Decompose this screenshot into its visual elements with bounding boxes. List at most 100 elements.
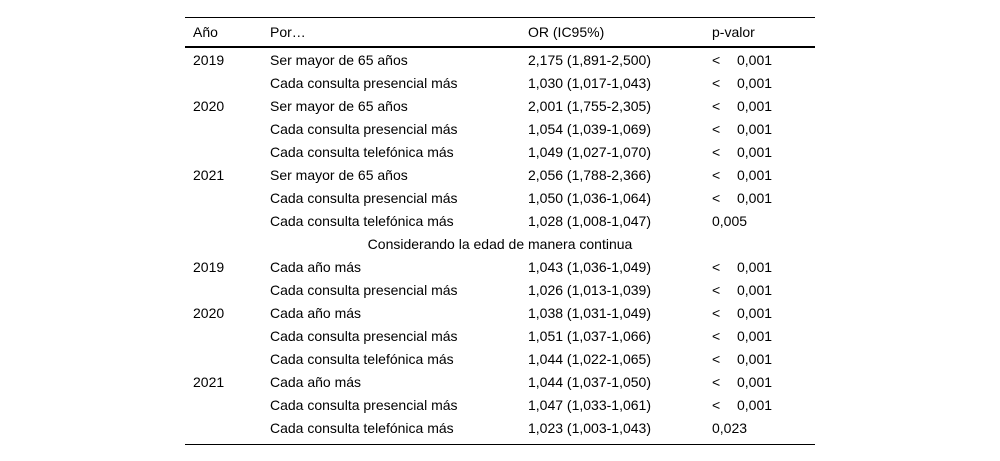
cell-year: 2020 bbox=[193, 304, 225, 321]
header-year: Año bbox=[193, 24, 218, 40]
cell-or-ci: 2,001 (1,755-2,305) bbox=[528, 97, 651, 114]
cell-predictor: Cada consulta telefónica más bbox=[270, 212, 454, 229]
cell-p-value: 0,005 bbox=[712, 213, 815, 229]
cell-predictor: Ser mayor de 65 años bbox=[270, 51, 408, 68]
cell-p-value: <0,001 bbox=[712, 98, 815, 114]
p-value: 0,001 bbox=[737, 373, 773, 390]
table-row: 2021 Cada año más 1,044 (1,037-1,050) <0… bbox=[185, 370, 815, 393]
table-row: Cada consulta presencial más 1,051 (1,03… bbox=[185, 324, 815, 347]
cell-predictor: Cada consulta telefónica más bbox=[270, 419, 454, 436]
or-regression-table: Año Por… OR (IC95%) p-valor 2019 Ser may… bbox=[185, 17, 815, 445]
cell-predictor: Cada consulta telefónica más bbox=[270, 350, 454, 367]
p-sign: < bbox=[712, 97, 721, 114]
cell-year: 2019 bbox=[193, 51, 225, 68]
cell-or-ci: 1,028 (1,008-1,047) bbox=[528, 212, 651, 229]
table-row: Cada consulta telefónica más 1,049 (1,02… bbox=[185, 140, 815, 163]
table-row: Cada consulta telefónica más 1,028 (1,00… bbox=[185, 209, 815, 232]
p-value: 0,001 bbox=[737, 189, 773, 206]
cell-predictor: Cada consulta presencial más bbox=[270, 189, 458, 206]
cell-or-ci: 1,044 (1,022-1,065) bbox=[528, 350, 651, 367]
cell-predictor: Ser mayor de 65 años bbox=[270, 166, 408, 183]
table-row: 2020 Ser mayor de 65 años 2,001 (1,755-2… bbox=[185, 94, 815, 117]
table-row: 2021 Ser mayor de 65 años 2,056 (1,788-2… bbox=[185, 163, 815, 186]
cell-predictor: Cada año más bbox=[270, 304, 362, 321]
cell-predictor: Ser mayor de 65 años bbox=[270, 97, 408, 114]
cell-year: 2020 bbox=[193, 97, 225, 114]
cell-p-value: <0,001 bbox=[712, 328, 815, 344]
cell-predictor: Cada consulta presencial más bbox=[270, 396, 458, 413]
cell-or-ci: 1,030 (1,017-1,043) bbox=[528, 74, 651, 91]
p-sign: < bbox=[712, 350, 721, 367]
cell-or-ci: 1,044 (1,037-1,050) bbox=[528, 373, 651, 390]
cell-or-ci: 2,056 (1,788-2,366) bbox=[528, 166, 651, 183]
p-value: 0,001 bbox=[737, 281, 773, 298]
table-row: Cada consulta presencial más 1,030 (1,01… bbox=[185, 71, 815, 94]
p-value: 0,001 bbox=[737, 258, 773, 275]
cell-or-ci: 1,054 (1,039-1,069) bbox=[528, 120, 651, 137]
cell-p-value: <0,001 bbox=[712, 190, 815, 206]
table-row: 2019 Ser mayor de 65 años 2,175 (1,891-2… bbox=[185, 48, 815, 71]
p-sign: < bbox=[712, 327, 721, 344]
table-row: Cada consulta telefónica más 1,044 (1,02… bbox=[185, 347, 815, 370]
header-predictor: Por… bbox=[270, 24, 306, 40]
p-sign: < bbox=[712, 120, 721, 137]
cell-or-ci: 1,038 (1,031-1,049) bbox=[528, 304, 651, 321]
cell-p-value: <0,001 bbox=[712, 75, 815, 91]
cell-or-ci: 2,175 (1,891-2,500) bbox=[528, 51, 651, 68]
cell-year: 2021 bbox=[193, 373, 225, 390]
table-row: Cada consulta presencial más 1,050 (1,03… bbox=[185, 186, 815, 209]
cell-or-ci: 1,051 (1,037-1,066) bbox=[528, 327, 651, 344]
cell-predictor: Cada consulta presencial más bbox=[270, 74, 458, 91]
p-sign: < bbox=[712, 74, 721, 91]
cell-or-ci: 1,050 (1,036-1,064) bbox=[528, 189, 651, 206]
cell-p-value: <0,001 bbox=[712, 282, 815, 298]
cell-p-value: 0,023 bbox=[712, 420, 815, 436]
cell-predictor: Cada año más bbox=[270, 373, 362, 390]
cell-p-value: <0,001 bbox=[712, 52, 815, 68]
p-value: 0,001 bbox=[737, 166, 773, 183]
table-row: 2020 Cada año más 1,038 (1,031-1,049) <0… bbox=[185, 301, 815, 324]
p-value: 0,005 bbox=[712, 212, 748, 229]
p-sign: < bbox=[712, 51, 721, 68]
table-row: Cada consulta telefónica más 1,023 (1,00… bbox=[185, 416, 815, 439]
cell-year: 2019 bbox=[193, 258, 225, 275]
cell-or-ci: 1,047 (1,033-1,061) bbox=[528, 396, 651, 413]
p-sign: < bbox=[712, 189, 721, 206]
cell-p-value: <0,001 bbox=[712, 374, 815, 390]
cell-or-ci: 1,043 (1,036-1,049) bbox=[528, 258, 651, 275]
cell-p-value: <0,001 bbox=[712, 397, 815, 413]
p-sign: < bbox=[712, 281, 721, 298]
section-title: Considerando la edad de manera continua bbox=[367, 235, 633, 252]
cell-p-value: <0,001 bbox=[712, 167, 815, 183]
p-value: 0,001 bbox=[737, 396, 773, 413]
cell-predictor: Cada año más bbox=[270, 258, 362, 275]
p-value: 0,001 bbox=[737, 51, 773, 68]
cell-predictor: Cada consulta presencial más bbox=[270, 120, 458, 137]
cell-predictor: Cada consulta presencial más bbox=[270, 281, 458, 298]
cell-p-value: <0,001 bbox=[712, 305, 815, 321]
p-sign: < bbox=[712, 166, 721, 183]
cell-or-ci: 1,049 (1,027-1,070) bbox=[528, 143, 651, 160]
table-body: 2019 Ser mayor de 65 años 2,175 (1,891-2… bbox=[185, 48, 815, 444]
table-row: 2019 Cada año más 1,043 (1,036-1,049) <0… bbox=[185, 255, 815, 278]
p-value: 0,001 bbox=[737, 120, 773, 137]
p-sign: < bbox=[712, 143, 721, 160]
cell-or-ci: 1,023 (1,003-1,043) bbox=[528, 419, 651, 436]
p-sign: < bbox=[712, 304, 721, 321]
p-sign: < bbox=[712, 373, 721, 390]
p-value: 0,001 bbox=[737, 327, 773, 344]
table-header-row: Año Por… OR (IC95%) p-valor bbox=[185, 18, 815, 48]
p-value: 0,001 bbox=[737, 143, 773, 160]
p-value: 0,023 bbox=[712, 419, 748, 436]
table-row: Cada consulta presencial más 1,047 (1,03… bbox=[185, 393, 815, 416]
table-row: Cada consulta presencial más 1,054 (1,03… bbox=[185, 117, 815, 140]
p-value: 0,001 bbox=[737, 97, 773, 114]
cell-p-value: <0,001 bbox=[712, 144, 815, 160]
cell-or-ci: 1,026 (1,013-1,039) bbox=[528, 281, 651, 298]
cell-year: 2021 bbox=[193, 166, 225, 183]
p-sign: < bbox=[712, 258, 721, 275]
cell-predictor: Cada consulta presencial más bbox=[270, 327, 458, 344]
cell-predictor: Cada consulta telefónica más bbox=[270, 143, 454, 160]
cell-p-value: <0,001 bbox=[712, 351, 815, 367]
table-row: Cada consulta presencial más 1,026 (1,01… bbox=[185, 278, 815, 301]
